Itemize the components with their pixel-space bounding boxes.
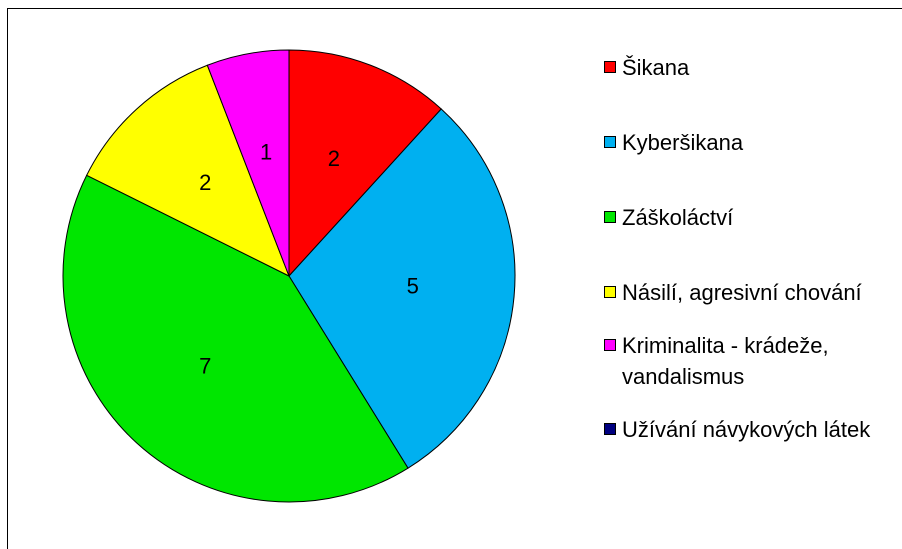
pie-slice [86, 64, 290, 278]
pie-area: 2 5 7 2 1 [62, 49, 516, 503]
data-label: 7 [199, 354, 211, 379]
legend: Šikana Kyberšikana Záškoláctví Násilí, agre… [604, 52, 872, 445]
legend-label: Záškoláctví [622, 205, 734, 230]
legend-label: Užívání návykových látek [622, 417, 871, 442]
legend-swatch [604, 339, 616, 351]
chart-frame [7, 8, 902, 549]
legend-item: Kyberšikana [604, 127, 872, 158]
pie-slice [288, 108, 516, 469]
legend-label: Kriminalita - krádeže, vandalismus [622, 333, 829, 389]
legend-item: Šikana [604, 52, 872, 83]
legend-label: Kyberšikana [622, 130, 744, 155]
data-label: 2 [328, 146, 340, 171]
legend-item: Kriminalita - krádeže, vandalismus [604, 330, 872, 392]
legend-swatch [604, 136, 616, 148]
data-label: 1 [260, 140, 272, 165]
pie-slice [62, 174, 409, 503]
legend-swatch [604, 211, 616, 223]
legend-swatch [604, 61, 616, 73]
data-label: 5 [407, 273, 419, 298]
pie-slice [288, 49, 442, 278]
legend-label: Násilí, agresivní chování [622, 280, 862, 305]
legend-item: Užívání návykových látek [604, 414, 872, 445]
legend-item: Záškoláctví [604, 202, 872, 233]
legend-label: Šikana [622, 55, 690, 80]
data-label: 2 [199, 170, 211, 195]
legend-swatch [604, 423, 616, 435]
legend-swatch [604, 286, 616, 298]
legend-item: Násilí, agresivní chování [604, 277, 872, 308]
chart: 2 5 7 2 1 Šikana Kyberšikana Záškoláctví Násilí… [7, 8, 902, 549]
